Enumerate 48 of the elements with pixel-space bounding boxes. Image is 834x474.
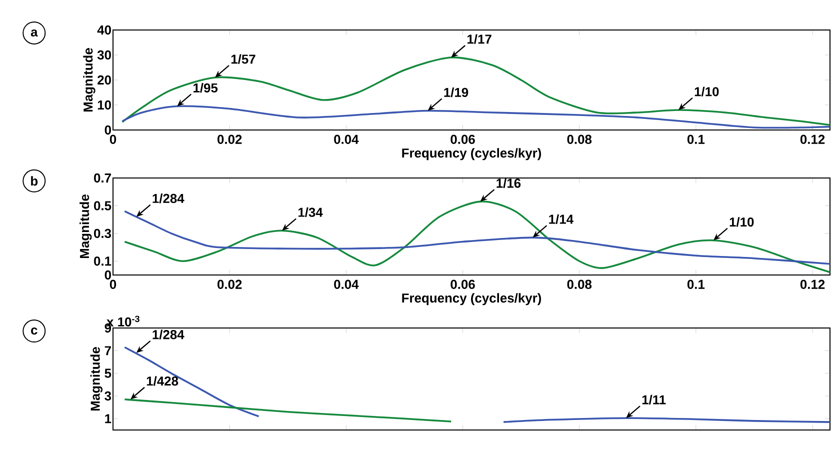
x-tick-label: 0.04 [334, 134, 359, 144]
annotation: 1/428 [146, 376, 178, 386]
annotation: 1/34 [298, 207, 323, 218]
y-axis-title: Magnitude [90, 347, 102, 410]
annotation: 1/95 [194, 82, 218, 93]
x-tick-label: 0.06 [450, 280, 475, 289]
y-tick-label: 10 [98, 100, 111, 110]
y-tick-label: 7 [104, 346, 111, 356]
x-tick-label: 0.02 [218, 134, 242, 144]
x-tick-label: 0.12 [800, 134, 825, 144]
y-tick-label: 30 [97, 50, 111, 60]
line-series [124, 398, 452, 422]
annotation: 1/16 [496, 178, 521, 188]
y-tick-label: 0.1 [94, 256, 112, 266]
annotation: 1/284 [152, 330, 184, 340]
annotation: 1/10 [730, 217, 754, 227]
annotation: 1/10 [694, 86, 719, 96]
x-axis-title: Frequency (cycles/kyr) [402, 293, 542, 306]
x-tick-label: 0.08 [567, 280, 592, 289]
y-tick-label: 1 [105, 414, 112, 424]
x-tick-label: 0.04 [334, 280, 359, 289]
y-tick-label: 0 [104, 125, 111, 135]
y-tick-label: 3 [104, 391, 112, 401]
annotation: 1/17 [468, 34, 492, 44]
x-tick-label: 0.12 [800, 280, 825, 289]
y-axis-title: Magnitude [83, 48, 96, 112]
y-tick-label: 0.5 [94, 201, 112, 210]
annotation: 1/14 [549, 214, 574, 224]
y-axis-title: Magnitude [80, 194, 92, 258]
chart-title: b [31, 176, 38, 186]
chart-title: a [30, 29, 38, 37]
x-tick-label: 0.06 [450, 134, 475, 144]
y-tick-label: 5 [104, 368, 112, 378]
y-tick-label: 0 [104, 270, 111, 280]
x-tick-label: 0.02 [218, 280, 242, 289]
x-tick-label: 0.1 [687, 134, 705, 144]
annotation: 1/57 [231, 54, 256, 64]
y-tick-label: 0.3 [94, 228, 112, 238]
y-tick-label: 20 [98, 75, 111, 85]
x-tick-label: 0.1 [687, 280, 705, 289]
x-axis-title: Frequency (cycles/kyr) [402, 148, 542, 160]
x-tick-label: 0.08 [567, 134, 592, 144]
annotation: 1/284 [152, 194, 184, 204]
annotation: 1/19 [444, 87, 468, 98]
y-tick-label: 40 [97, 25, 111, 35]
annotation: 1/11 [642, 394, 666, 404]
chart-title: c [31, 328, 38, 335]
y-tick-label: 0.7 [94, 173, 111, 183]
